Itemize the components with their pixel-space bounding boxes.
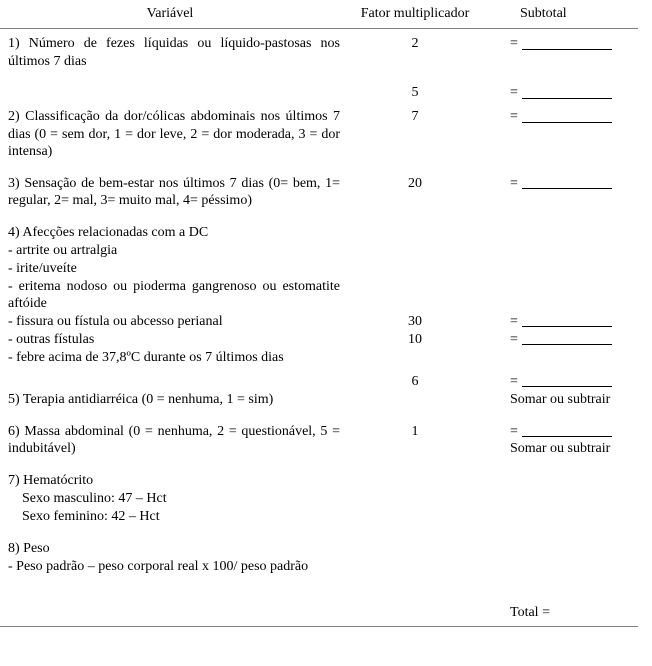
row-4e: - outras fístulas 10 = [0, 331, 638, 349]
row-4e-text: - outras fístulas [0, 331, 340, 349]
row-7-text: 7) Hematócrito [0, 472, 340, 490]
row-8a-text: - Peso padrão – peso corporal real x 100… [0, 558, 340, 576]
row-4a: - artrite ou artralgia [0, 242, 638, 260]
row-total: Total = [0, 604, 638, 622]
row-4b: - irite/uveíte [0, 260, 638, 278]
row-4c: - eritema nodoso ou pioderma gangrenoso … [0, 278, 638, 313]
header-factor: Fator multiplicador [340, 6, 490, 22]
header-subtotal: Subtotal [490, 6, 638, 22]
row-4e-factor: 10 [340, 331, 490, 349]
row-5-factor: 6 [340, 373, 490, 391]
row-8-text: 8) Peso [0, 540, 340, 558]
equals-sign: = [510, 314, 518, 329]
row-5-note: Somar ou subtrair [490, 391, 638, 409]
row-4d-subtotal: = [490, 313, 638, 331]
row-4f-text: - febre acima de 37,8ºC durante os 7 últ… [0, 349, 340, 367]
row-7b: Sexo feminino: 42 – Hct [0, 508, 638, 526]
row-2-factor: 7 [340, 108, 490, 126]
equals-sign: = [510, 36, 518, 51]
row-8a: - Peso padrão – peso corporal real x 100… [0, 558, 638, 576]
row-4-text: 4) Afecções relacionadas com a DC [0, 224, 340, 242]
row-4e-subtotal: = [490, 331, 638, 349]
row-4f: - febre acima de 37,8ºC durante os 7 últ… [0, 349, 638, 367]
row-4d-factor: 30 [340, 313, 490, 331]
row-1-subtotal: = [490, 35, 638, 53]
row-1b-factor: 5 [340, 84, 490, 102]
row-5-subtotal: = [490, 373, 638, 391]
row-4d-text: - fissura ou fístula ou abcesso perianal [0, 313, 340, 331]
table-body: 1) Número de fezes líquidas ou líquido-p… [0, 35, 638, 627]
row-1-text: 1) Número de fezes líquidas ou líquido-p… [0, 35, 340, 70]
row-7b-text: Sexo feminino: 42 – Hct [0, 508, 340, 526]
equals-sign: = [510, 109, 518, 124]
header-variable: Variável [0, 6, 340, 22]
cdai-table: Variável Fator multiplicador Subtotal 1)… [0, 0, 652, 637]
row-4: 4) Afecções relacionadas com a DC [0, 224, 638, 242]
row-6-note: Somar ou subtrair [510, 440, 638, 458]
row-3: 3) Sensação de bem-estar nos últimos 7 d… [0, 175, 638, 210]
row-1b: 5 = [0, 84, 638, 102]
row-7: 7) Hematócrito [0, 472, 638, 490]
row-8: 8) Peso [0, 540, 638, 558]
row-1: 1) Número de fezes líquidas ou líquido-p… [0, 35, 638, 70]
blank-line [522, 315, 612, 327]
equals-sign: = [510, 374, 518, 389]
table-header: Variável Fator multiplicador Subtotal [0, 6, 638, 29]
row-6-factor: 1 [340, 423, 490, 441]
blank-line [522, 425, 612, 437]
equals-sign: = [510, 85, 518, 100]
blank-line [522, 177, 612, 189]
total-label: Total = [490, 604, 638, 622]
row-7a-text: Sexo masculino: 47 – Hct [0, 490, 340, 508]
row-4d: - fissura ou fístula ou abcesso perianal… [0, 313, 638, 331]
row-3-subtotal: = [490, 175, 638, 193]
blank-line [522, 38, 612, 50]
row-7a: Sexo masculino: 47 – Hct [0, 490, 638, 508]
row-4a-text: - artrite ou artralgia [0, 242, 340, 260]
row-4c-text: - eritema nodoso ou pioderma gangrenoso … [0, 278, 340, 313]
row-6-text: 6) Massa abdominal (0 = nenhuma, 2 = que… [0, 423, 340, 458]
row-5-factor-line: 6 = [0, 373, 638, 391]
equals-sign: = [510, 332, 518, 347]
row-1b-subtotal: = [490, 84, 638, 102]
row-3-factor: 20 [340, 175, 490, 193]
row-1-factor: 2 [340, 35, 490, 53]
row-5: 5) Terapia antidiarréica (0 = nenhuma, 1… [0, 391, 638, 409]
row-5-text: 5) Terapia antidiarréica (0 = nenhuma, 1… [0, 391, 340, 409]
blank-line [522, 333, 612, 345]
row-6-subtotal: = Somar ou subtrair [490, 423, 638, 458]
blank-line [522, 87, 612, 99]
equals-sign: = [510, 424, 518, 439]
blank-line [522, 111, 612, 123]
equals-sign: = [510, 176, 518, 191]
row-6: 6) Massa abdominal (0 = nenhuma, 2 = que… [0, 423, 638, 458]
row-4b-text: - irite/uveíte [0, 260, 340, 278]
row-2: 2) Classificação da dor/cólicas abdomina… [0, 108, 638, 161]
row-2-subtotal: = [490, 108, 638, 126]
row-3-text: 3) Sensação de bem-estar nos últimos 7 d… [0, 175, 340, 210]
row-2-text: 2) Classificação da dor/cólicas abdomina… [0, 108, 340, 161]
blank-line [522, 375, 612, 387]
